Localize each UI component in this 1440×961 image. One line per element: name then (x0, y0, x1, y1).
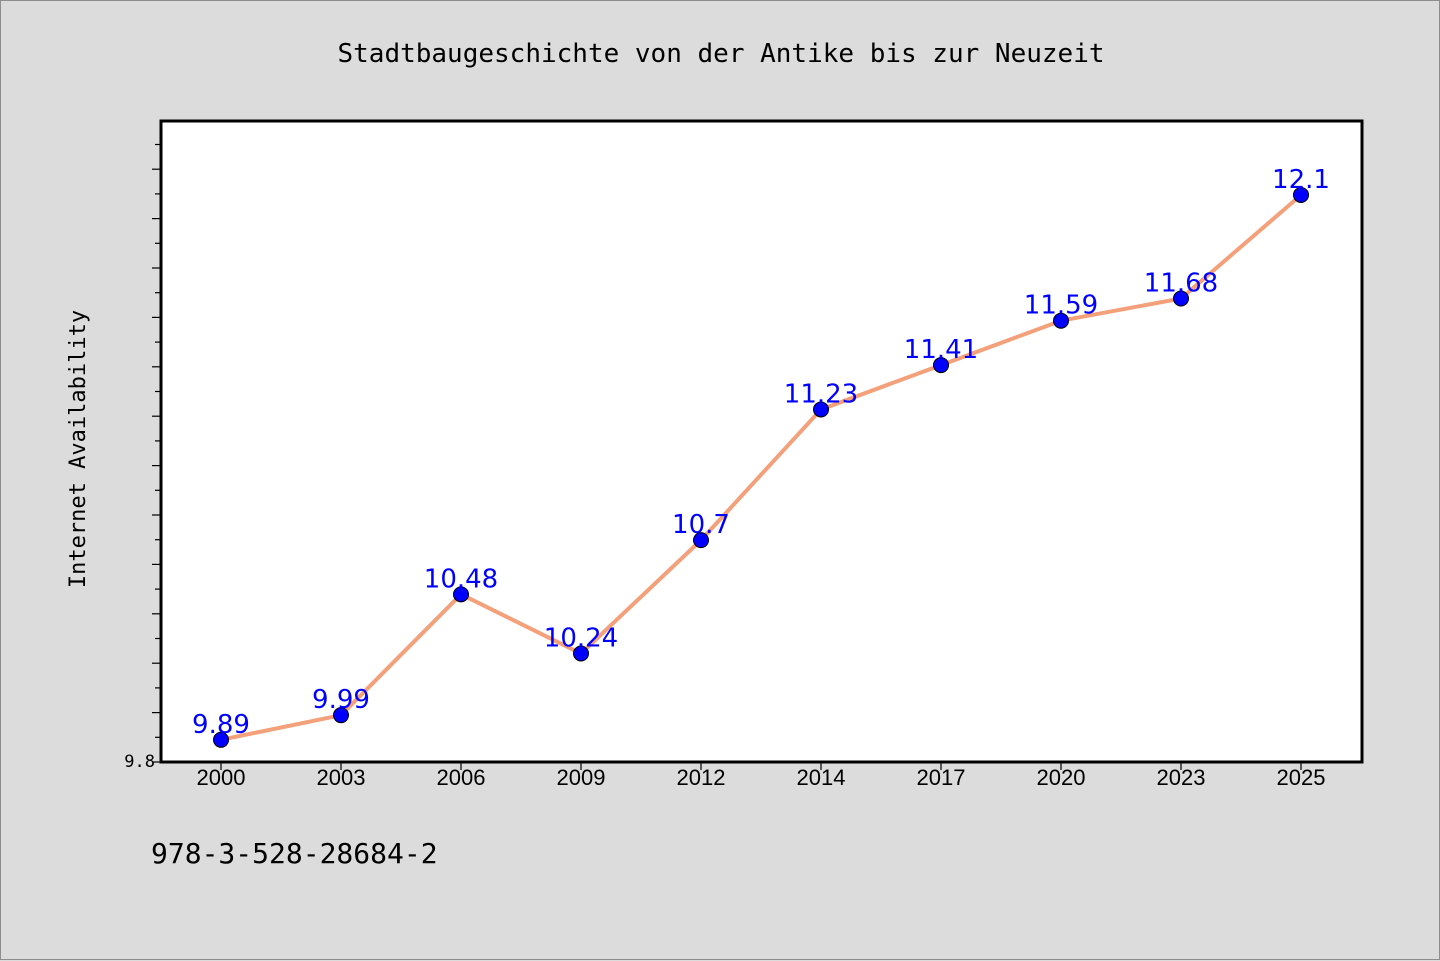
x-ticks: 2000 2003 2006 2009 2012 2014 2017 2020 2023 2025 (197, 762, 1326, 790)
series-layer (219, 192, 1303, 742)
x-tick-label: 2023 (1157, 765, 1206, 790)
data-point (933, 357, 949, 374)
x-tick-label: 2020 (1037, 765, 1086, 790)
data-label: 11.41 (904, 335, 978, 365)
plot-area (159, 119, 1364, 764)
data-point (813, 401, 829, 418)
data-point (1053, 312, 1069, 329)
data-point (213, 731, 229, 748)
data-point (573, 645, 589, 662)
data-label: 10.48 (424, 564, 498, 594)
y-ticks: 9.8 (124, 143, 161, 772)
data-point (453, 586, 469, 603)
y-tick-label: 9.8 (124, 752, 155, 772)
marker-layer (213, 186, 1309, 748)
x-tick-label: 2000 (197, 765, 246, 790)
x-tick-label: 2009 (557, 765, 606, 790)
data-label: 11.59 (1024, 291, 1098, 321)
data-point (1293, 186, 1309, 203)
x-tick-label: 2003 (317, 765, 366, 790)
isbn-footer: 978-3-528-28684-2 (151, 837, 438, 870)
y-axis-label: Internet Availability (66, 310, 91, 588)
x-tick-label: 2014 (797, 765, 846, 790)
data-label: 9.99 (312, 685, 370, 715)
x-tick-label: 2012 (677, 765, 726, 790)
series-line (219, 192, 1303, 742)
chart-title: Stadtbaugeschichte von der Antike bis zu… (337, 39, 1104, 69)
data-label: 12.1 (1272, 165, 1330, 195)
data-point (1173, 290, 1189, 307)
data-label: 11.68 (1144, 269, 1218, 299)
data-label: 11.23 (784, 379, 858, 409)
data-label: 9.89 (192, 710, 250, 740)
label-layer: 9.89 9.99 10.48 10.24 10.7 11.23 11.41 11.59 11.… (192, 165, 1330, 740)
data-label: 10.7 (672, 510, 730, 540)
x-tick-label: 2025 (1277, 765, 1326, 790)
x-tick-label: 2006 (437, 765, 486, 790)
x-tick-label: 2017 (917, 765, 966, 790)
data-point (693, 532, 709, 549)
data-point (333, 707, 349, 724)
data-label: 10.24 (544, 624, 618, 654)
